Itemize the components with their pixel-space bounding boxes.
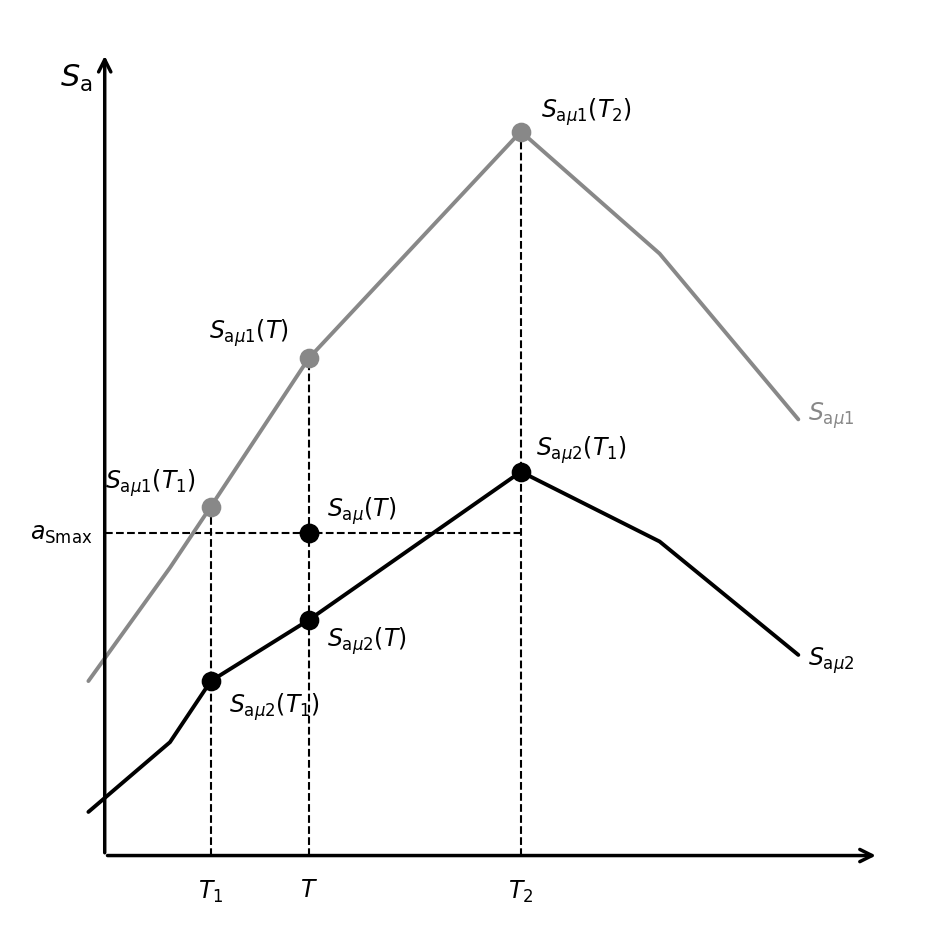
Text: $S_{\mathrm{a}\mu 2}$: $S_{\mathrm{a}\mu 2}$ <box>808 644 855 675</box>
Point <box>301 613 316 628</box>
Point <box>203 674 218 689</box>
Text: $S_{\mathrm{a}\mu 2}(T_1)$: $S_{\mathrm{a}\mu 2}(T_1)$ <box>228 690 320 722</box>
Text: $S_{\mathrm{a}\mu 2}(T)$: $S_{\mathrm{a}\mu 2}(T)$ <box>327 625 407 656</box>
Text: $T_1$: $T_1$ <box>198 877 224 904</box>
Point <box>203 500 218 514</box>
Text: $T_2$: $T_2$ <box>508 877 533 904</box>
Text: $S_{\mathrm{a}\mu 1}(T_1)$: $S_{\mathrm{a}\mu 1}(T_1)$ <box>106 466 196 499</box>
Text: $a_{\mathrm{Smax}}$: $a_{\mathrm{Smax}}$ <box>30 521 92 545</box>
Text: $S_{\mathrm{a}\mu 2}(T_1)$: $S_{\mathrm{a}\mu 2}(T_1)$ <box>536 434 626 465</box>
Text: $S_{\mathrm{a}\mu 1}(T)$: $S_{\mathrm{a}\mu 1}(T)$ <box>208 317 288 349</box>
Text: $T$: $T$ <box>300 877 318 901</box>
Point <box>513 464 528 479</box>
Text: $S_{\mathrm{a}}$: $S_{\mathrm{a}}$ <box>60 63 92 94</box>
Point <box>513 125 528 140</box>
Text: $S_{\mathrm{a}\mu 1}$: $S_{\mathrm{a}\mu 1}$ <box>808 400 855 431</box>
Text: $S_{\mathrm{a}\mu 1}(T_2)$: $S_{\mathrm{a}\mu 1}(T_2)$ <box>542 96 632 128</box>
Text: $S_{\mathrm{a}\mu}(T)$: $S_{\mathrm{a}\mu}(T)$ <box>327 495 396 527</box>
Point <box>301 526 316 540</box>
Point <box>301 351 316 366</box>
